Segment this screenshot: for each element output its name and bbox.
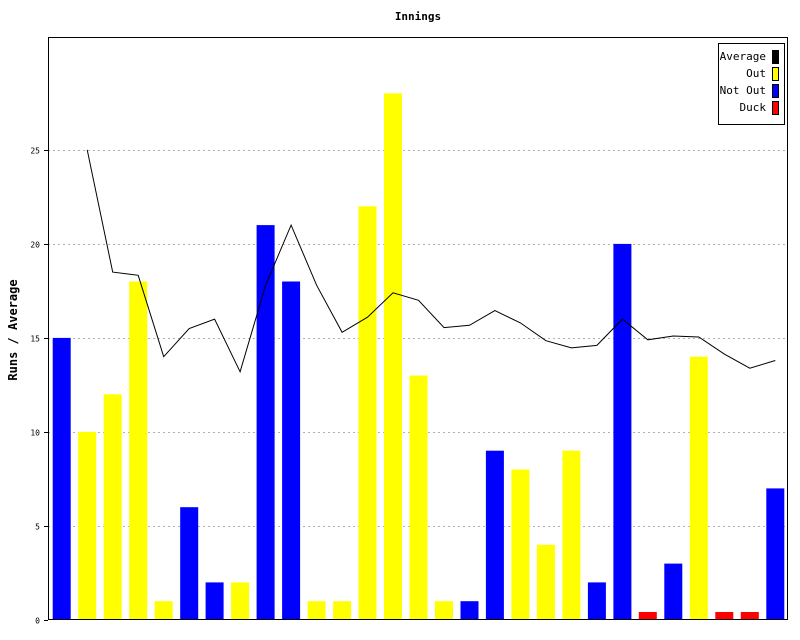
bar-inning-24 (638, 612, 657, 620)
bar-inning-27 (715, 612, 734, 620)
bar-inning-15 (409, 375, 428, 620)
bar-inning-6 (180, 507, 199, 620)
bar-inning-4 (129, 281, 148, 620)
legend-label-not-out: Not Out (720, 84, 766, 97)
bar-inning-20 (536, 544, 555, 620)
bar-inning-21 (562, 450, 581, 620)
y-tick-label: 5 (35, 523, 40, 532)
bar-inning-8 (231, 582, 250, 620)
bar-inning-5 (154, 601, 173, 620)
average-line (86, 149, 776, 374)
bar-inning-17 (460, 601, 479, 620)
bar-inning-11 (307, 601, 326, 620)
bar-inning-14 (384, 93, 402, 620)
bar-inning-3 (103, 394, 122, 620)
bar-inning-16 (435, 601, 453, 620)
bar-inning-7 (205, 582, 224, 620)
legend: Average Out Not Out Duck (718, 43, 785, 125)
bar-inning-23 (613, 243, 632, 620)
bar-inning-19 (511, 469, 530, 620)
legend-label-average: Average (720, 50, 766, 63)
bar-inning-26 (689, 356, 708, 620)
y-tick-label: 0 (35, 617, 40, 626)
y-tick-label: 20 (30, 241, 40, 250)
bar-inning-29 (766, 488, 785, 620)
legend-swatch-not-out (772, 84, 779, 98)
legend-label-duck: Duck (740, 101, 767, 114)
plot-frame (48, 37, 788, 620)
bar-inning-13 (358, 206, 377, 621)
bar-inning-10 (282, 281, 301, 620)
y-axis-ticks: 0 5 10 15 20 25 (30, 147, 48, 626)
y-axis-label: Runs / Average (6, 279, 20, 380)
y-tick-label: 15 (30, 335, 40, 344)
grid-lines (48, 150, 787, 527)
bar-inning-9 (256, 225, 275, 620)
y-tick-label: 25 (30, 147, 40, 156)
bars (52, 93, 785, 621)
bar-inning-25 (664, 563, 683, 620)
bar-inning-12 (333, 601, 352, 620)
y-tick-label: 10 (30, 429, 40, 438)
legend-swatch-out (772, 67, 779, 81)
legend-label-out: Out (746, 67, 766, 80)
bar-inning-22 (587, 582, 606, 620)
legend-swatch-duck (772, 101, 779, 115)
bar-inning-1 (52, 337, 71, 620)
bar-inning-18 (485, 450, 504, 620)
chart-title: Innings (395, 10, 441, 23)
bar-inning-2 (78, 431, 97, 620)
legend-swatch-average (772, 50, 779, 64)
bar-inning-28 (740, 612, 759, 620)
